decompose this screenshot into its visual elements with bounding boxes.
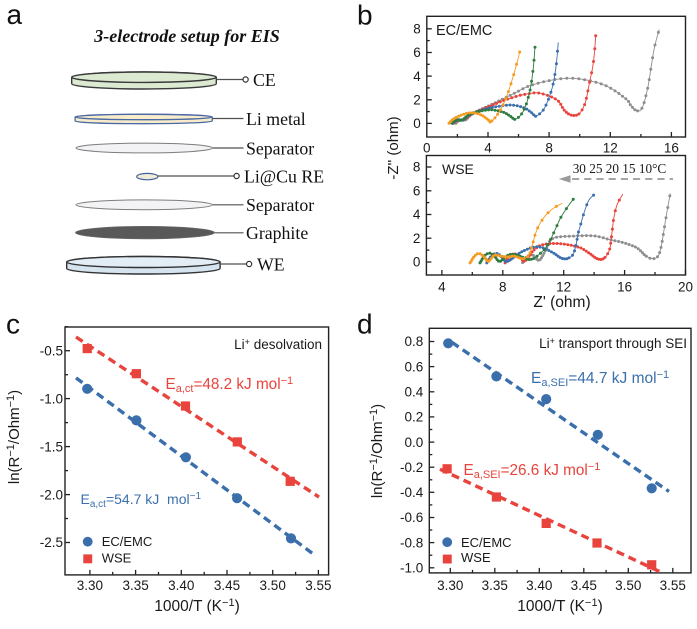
svg-text:30 25 20 15 10°C: 30 25 20 15 10°C	[573, 162, 667, 177]
svg-text:1000/T (K−1): 1000/T (K−1)	[154, 597, 240, 615]
svg-text:3.30: 3.30	[437, 578, 463, 593]
svg-text:c: c	[6, 308, 20, 339]
svg-text:2: 2	[413, 92, 421, 107]
svg-text:3.35: 3.35	[482, 578, 508, 593]
svg-text:4: 4	[438, 280, 446, 295]
svg-text:0: 0	[413, 255, 421, 270]
svg-text:-0.2: -0.2	[400, 460, 423, 475]
svg-text:0.8: 0.8	[405, 334, 424, 349]
svg-text:-0.6: -0.6	[400, 510, 423, 525]
svg-text:-Z'' (ohm): -Z'' (ohm)	[385, 116, 402, 179]
svg-text:EC/EMC: EC/EMC	[102, 534, 153, 549]
svg-text:8: 8	[499, 280, 507, 295]
svg-text:0.4: 0.4	[405, 384, 424, 399]
svg-text:Z' (ohm): Z' (ohm)	[533, 294, 590, 311]
svg-text:8: 8	[413, 160, 421, 175]
svg-text:0: 0	[423, 141, 431, 156]
svg-text:-2.0: -2.0	[40, 487, 63, 502]
svg-text:3.40: 3.40	[526, 578, 552, 593]
svg-text:Li+ transport through SEI: Li+ transport through SEI	[539, 336, 687, 351]
svg-text:3.40: 3.40	[168, 578, 194, 593]
svg-text:Ea,ct=48.2 kJ mol−1: Ea,ct=48.2 kJ mol−1	[166, 375, 294, 395]
svg-text:8: 8	[413, 22, 421, 37]
svg-text:6: 6	[413, 183, 421, 198]
svg-text:2: 2	[413, 231, 421, 246]
svg-text:3.55: 3.55	[660, 578, 686, 593]
svg-text:-2.5: -2.5	[40, 535, 63, 550]
svg-text:-0.8: -0.8	[400, 535, 423, 550]
svg-text:4: 4	[413, 207, 421, 222]
svg-text:0.0: 0.0	[405, 435, 424, 450]
svg-text:Li+ desolvation: Li+ desolvation	[234, 337, 322, 352]
svg-text:12: 12	[556, 280, 571, 295]
svg-text:3.55: 3.55	[305, 578, 331, 593]
svg-text:4: 4	[413, 69, 421, 84]
svg-text:WSE: WSE	[102, 550, 132, 565]
svg-text:3.45: 3.45	[214, 578, 240, 593]
svg-text:Separator: Separator	[246, 195, 314, 215]
svg-text:3.30: 3.30	[77, 578, 103, 593]
svg-text:Separator: Separator	[246, 138, 314, 158]
svg-text:WSE: WSE	[461, 550, 491, 565]
svg-text:16: 16	[617, 280, 632, 295]
svg-text:-1.5: -1.5	[40, 439, 63, 454]
svg-text:4: 4	[484, 141, 492, 156]
svg-text:-1.0: -1.0	[40, 391, 63, 406]
svg-text:WSE: WSE	[442, 161, 474, 177]
svg-text:3.35: 3.35	[122, 578, 148, 593]
svg-text:CE: CE	[253, 70, 276, 90]
svg-text:ln(R−1/Ohm−1): ln(R−1/Ohm−1)	[5, 390, 23, 484]
svg-text:20: 20	[678, 280, 693, 295]
svg-text:a: a	[7, 0, 23, 30]
svg-text:3.45: 3.45	[571, 578, 597, 593]
svg-text:3.50: 3.50	[615, 578, 641, 593]
svg-text:Li@Cu RE: Li@Cu RE	[244, 166, 324, 186]
svg-text:-0.4: -0.4	[400, 485, 424, 500]
svg-text:Ea,ct=54.7 kJ mol−1: Ea,ct=54.7 kJ mol−1	[81, 491, 202, 510]
svg-text:ln(R−1/Ohm−1): ln(R−1/Ohm−1)	[368, 404, 386, 498]
svg-text:8: 8	[545, 141, 553, 156]
svg-text:d: d	[357, 308, 373, 339]
svg-text:-0.5: -0.5	[40, 343, 63, 358]
svg-text:3-electrode setup for EIS: 3-electrode setup for EIS	[93, 26, 279, 46]
svg-text:EC/EMC: EC/EMC	[461, 535, 512, 550]
svg-text:b: b	[357, 0, 373, 31]
svg-text:-1.0: -1.0	[400, 560, 423, 575]
svg-text:Graphite: Graphite	[246, 223, 308, 243]
svg-text:Li metal: Li metal	[246, 109, 306, 129]
svg-text:3.50: 3.50	[260, 578, 286, 593]
svg-text:1000/T (K−1): 1000/T (K−1)	[517, 597, 603, 615]
svg-text:0.6: 0.6	[405, 359, 424, 374]
svg-text:6: 6	[413, 45, 421, 60]
svg-text:EC/EMC: EC/EMC	[436, 23, 492, 39]
svg-text:0: 0	[413, 116, 421, 131]
svg-text:12: 12	[603, 141, 618, 156]
svg-text:0.2: 0.2	[405, 410, 424, 425]
svg-text:16: 16	[664, 141, 679, 156]
svg-text:WE: WE	[257, 254, 285, 274]
